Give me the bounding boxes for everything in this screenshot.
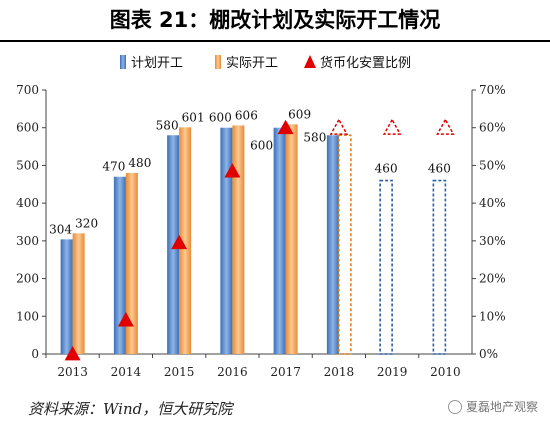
ratio-marker [171, 234, 188, 250]
watermark-text: 夏磊地产观察 [465, 400, 538, 414]
x-tick-label: 2018 [324, 365, 355, 379]
plan-value-label: 600 [250, 139, 273, 153]
x-tick-label: 2019 [377, 365, 408, 379]
plan-bar [273, 127, 286, 354]
plan-value-label: 460 [375, 162, 398, 176]
ratio-marker [329, 118, 349, 135]
x-tick-label: 2014 [111, 365, 142, 379]
legend-label-plan: 计划开工 [131, 56, 183, 71]
y-tick-label-right: 60% [479, 121, 506, 135]
chart-area: 0 100 200 300 400 500 600 700 0% 10% 20% 30% 40% 50% 6… [16, 55, 506, 379]
plan-value-label: 580 [303, 130, 326, 144]
plan-bar [326, 135, 339, 354]
ratio-marker [382, 118, 402, 135]
x-tick-label: 2013 [57, 365, 88, 379]
legend-swatch-plan [120, 55, 126, 69]
y-tick-label-right: 50% [479, 158, 506, 172]
ratio-marker [436, 118, 455, 135]
x-tick-label: 2016 [217, 365, 248, 379]
plan-bar [432, 179, 447, 355]
legend-label-actual: 实际开工 [226, 56, 278, 71]
y-tick-label-left: 400 [16, 196, 39, 210]
actual-value-label: 320 [75, 216, 98, 230]
y-tick-label-left: 0 [31, 347, 39, 361]
plan-bar [60, 239, 73, 354]
actual-value-label: 601 [182, 110, 205, 124]
x-tick-label: 2010 [430, 365, 461, 379]
y-tick-label-left: 700 [16, 83, 39, 97]
legend-swatch-actual [215, 55, 221, 69]
actual-bar [232, 125, 245, 354]
title-underline [0, 40, 550, 42]
y-tick-label-left: 200 [16, 272, 39, 286]
ratio-marker [64, 346, 81, 361]
y-tick-label-right: 0% [479, 347, 498, 361]
x-tick-label: 2017 [270, 365, 301, 379]
ratio-marker [117, 312, 134, 327]
actual-bar [179, 127, 192, 354]
actual-value-label: 606 [235, 108, 258, 122]
y-tick-label-left: 100 [16, 309, 39, 323]
plan-bar [167, 135, 180, 354]
y-tick-label-left: 500 [16, 158, 39, 172]
ratio-marker [224, 163, 241, 178]
actual-value-label: 480 [128, 156, 151, 170]
actual-bar [285, 124, 298, 354]
wechat-logo-icon [447, 399, 462, 414]
y-tick-label-right: 40% [479, 196, 506, 210]
chart-title: 图表 21：棚改计划及实际开工情况 [109, 8, 441, 32]
y-tick-label-right: 10% [479, 309, 506, 323]
x-tick-label: 2015 [164, 365, 195, 379]
actual-value-label: 609 [288, 107, 311, 121]
actual-bar [125, 172, 138, 354]
actual-bar [72, 233, 85, 354]
plan-bar [220, 127, 233, 354]
legend-marker-ratio [304, 55, 316, 68]
plan-bar [379, 179, 393, 355]
watermark: 夏磊地产观察 [447, 398, 538, 415]
actual-bar [338, 134, 352, 355]
source-note: 资料来源：Wind，恒大研究院 [28, 400, 233, 418]
plan-value-label: 600 [209, 111, 232, 125]
plan-bar [113, 176, 126, 354]
plan-value-label: 580 [156, 118, 179, 132]
y-tick-label-right: 70% [479, 83, 506, 97]
plan-value-label: 470 [102, 160, 125, 174]
legend-label-ratio: 货币化安置比例 [320, 55, 411, 71]
plan-value-label: 304 [49, 222, 72, 236]
y-tick-label-right: 30% [479, 234, 506, 248]
plan-value-label: 460 [428, 162, 451, 176]
y-tick-label-right: 20% [479, 272, 506, 286]
ratio-marker [277, 119, 294, 135]
y-tick-label-left: 600 [16, 121, 39, 135]
y-tick-label-left: 300 [16, 234, 39, 248]
